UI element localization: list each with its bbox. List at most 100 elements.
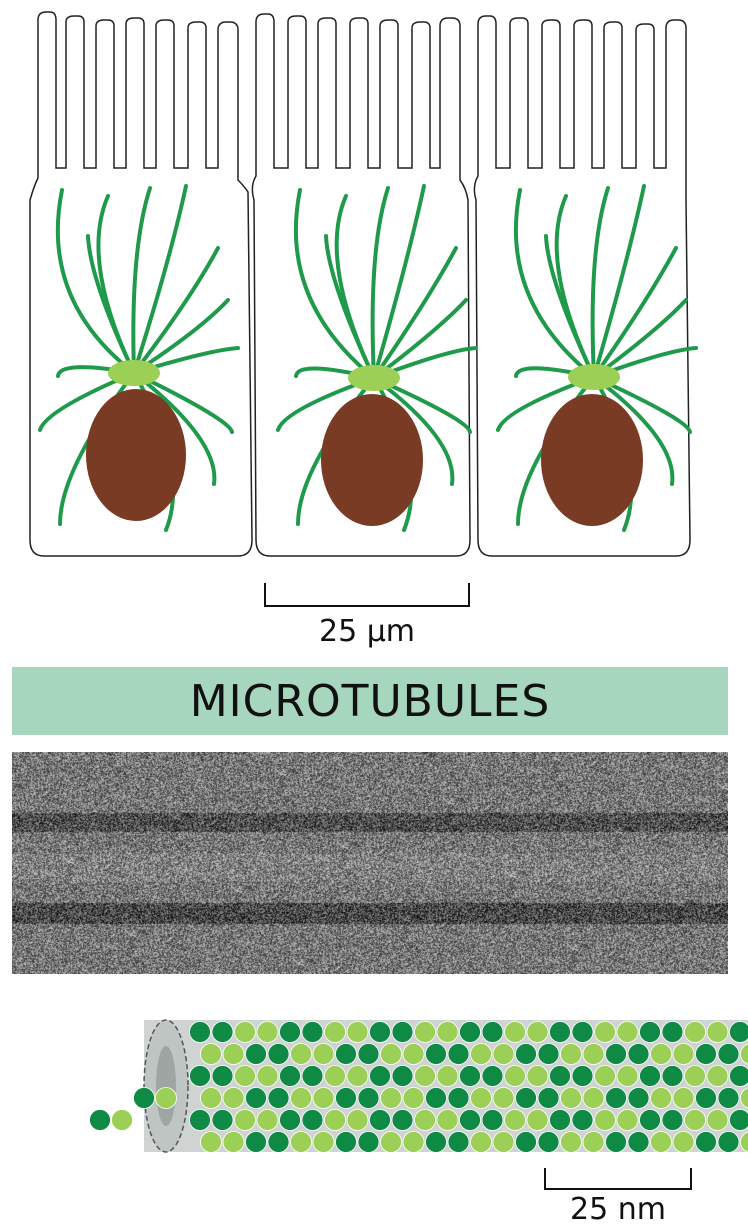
tubulin-subunit [335,1087,357,1109]
tubulin-subunit [391,1109,414,1131]
tubulin-subunit [189,1021,211,1043]
electron-micrograph-image [12,752,728,974]
tubulin-subunit [627,1087,650,1109]
tubulin-subunit [290,1131,312,1153]
tubulin-subunit [605,1131,627,1153]
tubulin-subunit [346,1065,369,1087]
tubulin-subunit [324,1065,346,1087]
tubulin-subunit [267,1043,290,1065]
tubulin-subunit [234,1021,256,1043]
tubulin-subunit [560,1087,582,1109]
tubulin-subunit [740,1087,748,1109]
tubulin-subunit [560,1043,582,1065]
tubulin-subunit [256,1021,279,1043]
tubulin-subunit [290,1043,312,1065]
tubulin-subunit [335,1131,357,1153]
tubulin-subunit [672,1043,695,1065]
microtubule-structure-model [89,1019,748,1153]
tubulin-subunit [211,1065,234,1087]
centrosome-right [568,364,620,390]
tubulin-subunit [515,1043,537,1065]
tubulin-subunit [549,1065,571,1087]
tubulin-subunit [200,1043,222,1065]
tubulin-subunit [279,1065,301,1087]
tubulin-subunit [740,1131,748,1153]
scale-bar-25nm [544,1168,692,1190]
tubulin-subunit [425,1087,447,1109]
tubulin-subunit [222,1131,245,1153]
micrograph-noise-canvas [12,752,728,974]
epithelial-cells-diagram [29,11,698,557]
tubulin-subunit [515,1131,537,1153]
microtubule-filament [132,184,188,375]
tubulin-subunit [526,1065,549,1087]
tubulin-subunit [695,1043,717,1065]
tubulin-subunit [729,1021,748,1043]
tubulin-subunit [650,1087,672,1109]
tubulin-subunit [369,1021,391,1043]
microtubule-filament [131,186,152,375]
tubulin-subunit [616,1109,639,1131]
tubulin-subunit [729,1109,748,1131]
tubulin-subunit [650,1131,672,1153]
tubulin-subunit [594,1109,616,1131]
tubulin-subunit [661,1065,684,1087]
tubulin-subunit [627,1131,650,1153]
tubulin-subunit [447,1131,470,1153]
tubulin-subunit [301,1109,324,1131]
tubulin-subunit [661,1109,684,1131]
tubulin-subunit [211,1109,234,1131]
tubulin-subunit [526,1021,549,1043]
tubulin-subunit [492,1043,515,1065]
microtubules-right-cell [496,184,698,532]
tubulin-subunit [267,1087,290,1109]
tubulin-subunit [459,1021,481,1043]
tubulin-subunit [470,1043,492,1065]
tubulin-subunit [447,1087,470,1109]
nucleus-middle [321,394,423,526]
nucleus-right [541,394,643,526]
microtubule-filament [324,234,376,380]
tubulin-subunit [481,1065,504,1087]
tubulin-subunit [346,1021,369,1043]
tubulin-subunit [459,1065,481,1087]
tubulin-subunit [582,1131,605,1153]
tubulin-subunit [380,1131,402,1153]
tubulin-subunit [245,1043,267,1065]
tubulin-subunit [335,1043,357,1065]
microtubule-filament [293,188,376,380]
tubulin-subunit [256,1065,279,1087]
tubulin-subunit [312,1043,335,1065]
tubulin-subunit [672,1131,695,1153]
tubulin-subunit [133,1087,155,1109]
tubulin-subunit [290,1087,312,1109]
microtubule-filament [370,186,390,380]
tubulin-subunit [639,1021,661,1043]
tubulin-subunit [380,1087,402,1109]
tubulin-subunit [391,1065,414,1087]
tubulin-subunit [447,1043,470,1065]
tubulin-subunit [481,1021,504,1043]
tubulin-subunit [560,1131,582,1153]
microtubule-filament [132,371,217,486]
tubulin-subunit [324,1109,346,1131]
tubulin-subunit [571,1109,594,1131]
tubulin-subunit [425,1131,447,1153]
tubulin-subunit [672,1087,695,1109]
tubulin-subunit [414,1021,436,1043]
tubulin-subunit [414,1065,436,1087]
tubulin-subunit [279,1021,301,1043]
tubulin-subunit [391,1021,414,1043]
tubulin-subunit [639,1109,661,1131]
tubulin-subunit [639,1065,661,1087]
microtubule-filament [86,234,136,375]
tubulin-subunit [695,1131,717,1153]
microtubule-filament [372,246,458,380]
tubulin-subunit [89,1109,111,1131]
tubulin-subunit [717,1087,740,1109]
centrosome-middle [348,365,400,391]
tubulin-subunit [470,1131,492,1153]
tubulin-subunit [684,1065,706,1087]
tubulin-subunit [324,1021,346,1043]
tubulin-subunit [537,1043,560,1065]
